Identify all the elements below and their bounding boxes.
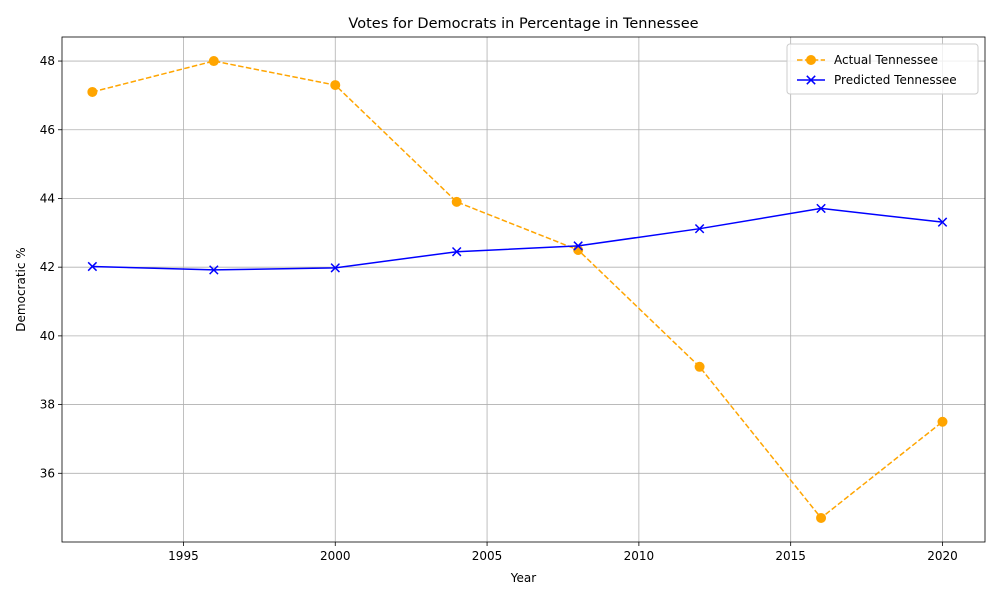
x-tick-label: 2005 xyxy=(472,549,503,563)
legend-label: Predicted Tennessee xyxy=(834,73,957,87)
marker-stroke xyxy=(816,203,826,214)
axis-ticks: 1995 2000 2005 2010 2015 2020 36 38 40 42 44 46 48 xyxy=(40,54,958,563)
grid-lines xyxy=(62,37,985,542)
legend-box xyxy=(786,43,979,95)
marker-stroke xyxy=(806,75,816,85)
x-tick-label: 2015 xyxy=(775,549,806,563)
marker-stroke xyxy=(330,263,340,273)
marker-stroke xyxy=(937,217,948,227)
data-point-actual xyxy=(694,361,705,372)
y-axis-label: Democratic % xyxy=(14,247,28,331)
y-tick-label: 40 xyxy=(40,329,55,343)
x-tick-label: 1995 xyxy=(168,549,199,563)
data-point-predicted xyxy=(816,203,826,214)
marker-stroke xyxy=(209,265,219,275)
chart-title: Votes for Democrats in Percentage in Ten… xyxy=(348,16,698,32)
data-point-predicted xyxy=(451,246,462,257)
data-point-actual xyxy=(208,56,219,67)
marker-stroke xyxy=(573,241,583,251)
data-point-predicted xyxy=(87,261,98,272)
y-tick-label: 46 xyxy=(40,123,55,137)
plot-frame xyxy=(61,36,986,543)
data-point-predicted xyxy=(937,217,948,227)
x-tick-label: 2020 xyxy=(927,549,958,563)
series-line-predicted xyxy=(92,207,943,271)
legend-label: Actual Tennessee xyxy=(834,53,938,67)
series-line-actual xyxy=(92,60,943,520)
y-tick-label: 36 xyxy=(40,466,55,480)
data-point-actual xyxy=(816,512,827,523)
marker-stroke xyxy=(87,261,98,272)
marker-stroke xyxy=(451,246,462,257)
data-point-predicted xyxy=(209,265,219,275)
legend-marker xyxy=(806,75,816,85)
series-layer xyxy=(87,56,948,523)
y-tick-label: 42 xyxy=(40,260,55,274)
marker-stroke xyxy=(694,223,705,234)
x-tick-label: 2000 xyxy=(320,549,351,563)
data-point-actual xyxy=(87,86,98,97)
data-point-actual xyxy=(451,196,462,207)
x-axis-label: Year xyxy=(510,571,536,585)
legend: Actual Tennessee Predicted Tennessee xyxy=(786,43,979,95)
y-tick-label: 44 xyxy=(40,191,55,205)
data-point-predicted xyxy=(573,241,583,251)
data-point-predicted xyxy=(694,223,705,234)
x-tick-label: 2010 xyxy=(624,549,655,563)
data-point-predicted xyxy=(330,263,340,273)
legend-marker xyxy=(806,55,816,65)
y-tick-label: 38 xyxy=(40,398,55,412)
y-tick-label: 48 xyxy=(40,54,55,68)
data-point-actual xyxy=(330,80,341,91)
data-point-actual xyxy=(937,416,948,427)
